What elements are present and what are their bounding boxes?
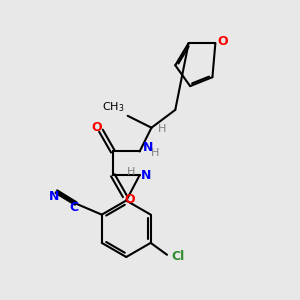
Text: N: N <box>142 141 153 154</box>
Text: O: O <box>124 193 134 206</box>
Text: CH$_3$: CH$_3$ <box>102 100 125 114</box>
Text: N: N <box>49 190 59 202</box>
Text: N: N <box>140 169 151 182</box>
Text: H: H <box>151 148 159 158</box>
Text: H: H <box>127 167 135 177</box>
Text: H: H <box>158 124 166 134</box>
Text: Cl: Cl <box>172 250 185 263</box>
Text: O: O <box>91 121 102 134</box>
Text: O: O <box>218 35 228 48</box>
Text: C: C <box>70 202 79 214</box>
